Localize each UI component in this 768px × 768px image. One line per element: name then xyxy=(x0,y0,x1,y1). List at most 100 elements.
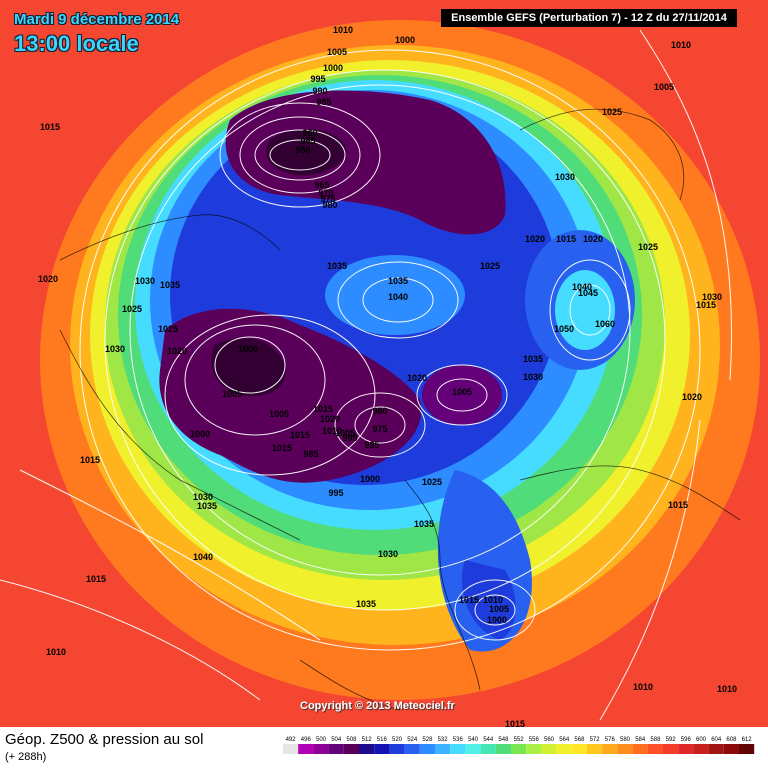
pressure-label: 1025 xyxy=(602,107,622,117)
legend-color-swatch xyxy=(663,744,679,754)
legend-value-label: 596 xyxy=(681,737,692,743)
pressure-label: 1020 xyxy=(682,392,702,402)
legend-value-label: 500 xyxy=(316,737,327,743)
forecast-date: Mardi 9 décembre 2014 xyxy=(14,11,180,28)
legend-value-label: 584 xyxy=(635,737,646,743)
pressure-label: 985 xyxy=(316,97,331,107)
pressure-label: 995 xyxy=(342,433,357,443)
pressure-label: 1020 xyxy=(38,274,58,284)
pressure-label: 1025 xyxy=(480,261,500,271)
pressure-label: 1015 xyxy=(459,595,479,605)
legend-color-swatch xyxy=(450,744,466,754)
pressure-label: 1010 xyxy=(333,25,353,35)
pressure-label: 1030 xyxy=(555,172,575,182)
pressure-label: 1015 xyxy=(313,404,333,414)
pressure-label: 1035 xyxy=(523,354,543,364)
legend-value-label: 540 xyxy=(468,737,479,743)
pressure-label: 1030 xyxy=(378,549,398,559)
legend-value-label: 512 xyxy=(362,737,373,743)
pressure-label: 1000 xyxy=(323,63,343,73)
pressure-label: 980 xyxy=(322,200,337,210)
legend-color-swatch xyxy=(389,744,405,754)
legend-color-swatch xyxy=(587,744,603,754)
pressure-label: 1005 xyxy=(335,428,355,438)
pressure-label: 1030 xyxy=(105,344,125,354)
legend-color-swatch xyxy=(495,744,511,754)
pressure-label: 1045 xyxy=(578,288,598,298)
z500-low-scandinavia xyxy=(422,365,502,425)
pressure-label: 1030 xyxy=(523,372,543,382)
pressure-label: 1010 xyxy=(717,684,737,694)
model-run-info: Ensemble GEFS (Perturbation 7) - 12 Z du… xyxy=(441,9,737,27)
pressure-label: 1010 xyxy=(46,647,66,657)
legend-color-swatch xyxy=(374,744,390,754)
pressure-label: 1015 xyxy=(505,719,525,727)
pressure-label: 1000 xyxy=(395,35,415,45)
legend-color-swatch xyxy=(571,744,587,754)
pressure-label: 985 xyxy=(303,449,318,459)
legend-value-label: 592 xyxy=(666,737,677,743)
pressure-label: 1010 xyxy=(671,40,691,50)
legend-value-label: 576 xyxy=(605,737,616,743)
color-scale-legend: 492 496 500 504 508 512 516 520 524 528 532 536 540 5… xyxy=(283,737,755,754)
legend-value-label: 612 xyxy=(742,737,753,743)
legend-value-label: 588 xyxy=(650,737,661,743)
z500-low-canada-core xyxy=(211,337,286,397)
legend-color-swatch xyxy=(435,744,451,754)
legend-value-label: 520 xyxy=(392,737,403,743)
legend-value-label: 572 xyxy=(590,737,601,743)
pressure-label: 1005 xyxy=(269,409,289,419)
legend-color-swatch xyxy=(480,744,496,754)
isobars xyxy=(0,29,733,721)
legend-color-swatch xyxy=(359,744,375,754)
z500-ridge-arctic xyxy=(325,255,465,335)
pressure-label: 955 xyxy=(300,136,315,146)
pressure-label: 1020 xyxy=(167,346,187,356)
pressure-label: 1030 xyxy=(135,276,155,286)
legend-color-swatch xyxy=(526,744,542,754)
pressure-label: 1015 xyxy=(290,430,310,440)
pressure-label: 1035 xyxy=(414,519,434,529)
pressure-label: 985 xyxy=(364,440,379,450)
pressure-label: 1025 xyxy=(638,242,658,252)
pressure-label: 1025 xyxy=(158,324,178,334)
pressure-label: 1040 xyxy=(388,292,408,302)
pressure-label: 1015 xyxy=(40,122,60,132)
z500-ridge-siberia-inner xyxy=(555,270,615,350)
legend-value-label: 548 xyxy=(498,737,509,743)
pressure-label: 1020 xyxy=(583,234,603,244)
pressure-label: 1010 xyxy=(483,595,503,605)
pressure-label: 1030 xyxy=(702,292,722,302)
pressure-label: 1000 xyxy=(238,344,258,354)
legend-value-label: 568 xyxy=(574,737,585,743)
pressure-label: 1000 xyxy=(487,615,507,625)
legend-color-swatch xyxy=(343,744,359,754)
z500-pressure-map: 1010100510001000995990985960955950965970… xyxy=(0,0,768,727)
legend-value-label: 524 xyxy=(407,737,418,743)
pressure-label: 1060 xyxy=(595,319,615,329)
pressure-label: 1000 xyxy=(360,474,380,484)
pressure-label: 1035 xyxy=(356,599,376,609)
legend-value-label: 552 xyxy=(514,737,525,743)
pressure-label: 995 xyxy=(328,488,343,498)
legend-value-label: 536 xyxy=(453,737,464,743)
legend-value-label: 508 xyxy=(346,737,357,743)
pressure-label: 1005 xyxy=(489,604,509,614)
pressure-label: 1020 xyxy=(525,234,545,244)
pressure-labels: 1010100510001000995990985960955950965970… xyxy=(38,25,737,727)
pressure-label: 1005 xyxy=(452,387,472,397)
pressure-label: 1035 xyxy=(160,280,180,290)
legend-value-label: 532 xyxy=(438,737,449,743)
legend-color-swatch xyxy=(328,744,344,754)
pressure-label: 980 xyxy=(372,406,387,416)
pressure-label: 1030 xyxy=(193,492,213,502)
pressure-label: 1035 xyxy=(388,276,408,286)
pressure-label: 1025 xyxy=(122,304,142,314)
pressure-label: 1000 xyxy=(190,429,210,439)
legend-color-swatch xyxy=(617,744,633,754)
pressure-label: 1005 xyxy=(654,82,674,92)
pressure-label: 1035 xyxy=(197,501,217,511)
forecast-lead-time: (+ 288h) xyxy=(5,751,47,763)
legend-value-label: 544 xyxy=(483,737,494,743)
